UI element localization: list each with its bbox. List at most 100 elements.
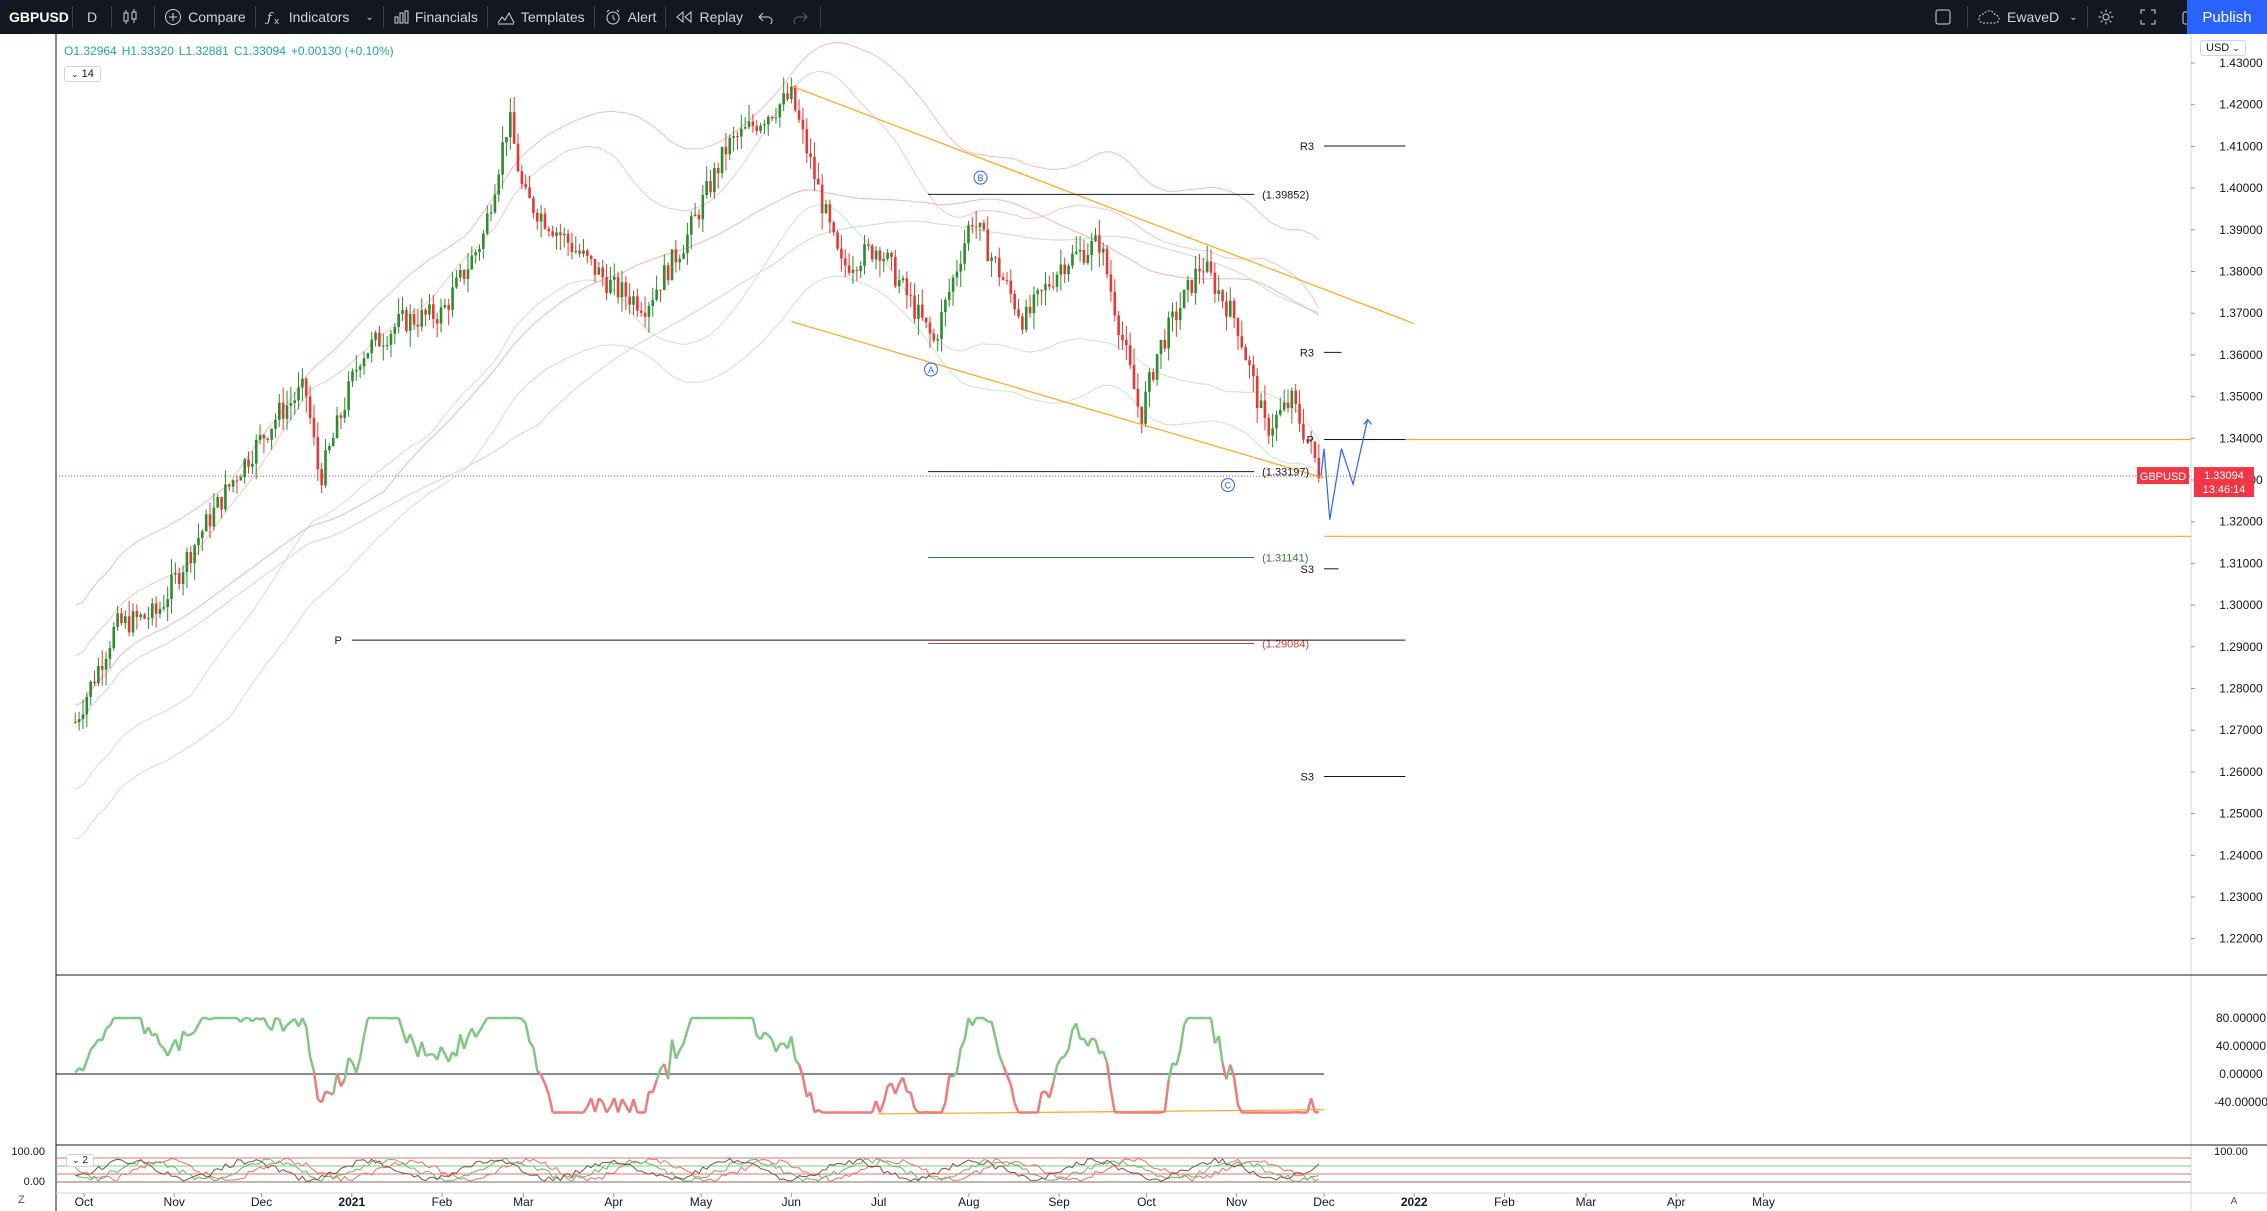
oscillator-segment-down xyxy=(1009,1084,1016,1104)
replay-button[interactable]: Replay xyxy=(666,0,752,34)
fullscreen-button[interactable] xyxy=(2130,0,2172,34)
candle-up xyxy=(874,250,878,260)
auto-scale-label: A xyxy=(2230,1195,2238,1207)
candle-down xyxy=(543,213,547,229)
templates-button[interactable]: Templates xyxy=(488,0,594,34)
candle-down xyxy=(832,222,836,233)
publish-button[interactable]: Publish xyxy=(2187,0,2267,34)
oscillator-segment-up xyxy=(1182,1017,1190,1026)
candle-up xyxy=(301,378,304,388)
candle-down xyxy=(1232,300,1236,319)
right-toolbar: EwaveD ⌄ xyxy=(1925,0,2216,34)
candle-up xyxy=(420,310,424,327)
divider xyxy=(154,6,156,28)
legend-toggle-button[interactable]: ⌄ 14 xyxy=(64,66,101,82)
oscillator-segment-up xyxy=(278,1018,285,1032)
timezone-button[interactable]: Z xyxy=(18,1194,25,1206)
oscillator-segment-up xyxy=(482,1017,489,1026)
candle-up xyxy=(489,212,493,214)
oscillator-segment-up xyxy=(470,1027,477,1038)
oscillator-legend-count: 2 xyxy=(82,1155,88,1166)
candle-down xyxy=(1151,372,1155,380)
time-tick-label: Sep xyxy=(1048,1195,1070,1209)
oscillator-segment-down xyxy=(1163,1079,1170,1112)
oscillator-tick-label: 40.00000 xyxy=(2216,1039,2266,1053)
candle-up xyxy=(1271,428,1274,436)
symbol-search-button[interactable]: GBPUSD xyxy=(0,0,72,34)
candle-up xyxy=(1194,268,1197,294)
oscillator-segment-up xyxy=(435,1046,443,1061)
grid xyxy=(55,34,2267,1211)
chevron-down-icon: ⌄ xyxy=(71,69,79,79)
oscillator-segment-up xyxy=(759,1031,766,1040)
settings-button[interactable] xyxy=(2088,0,2130,34)
wave-label-circle xyxy=(924,362,939,377)
candle-down xyxy=(177,572,181,584)
oscillator-segment-down xyxy=(906,1090,911,1094)
oscillator-segment-up xyxy=(209,1016,215,1021)
candle-up xyxy=(124,616,127,624)
financials-button[interactable]: Financials xyxy=(384,0,487,34)
price-tick-label: 1.31000 xyxy=(2219,556,2263,570)
last-price-badge xyxy=(2194,467,2254,498)
candle-down xyxy=(516,143,520,172)
oscillator2-line xyxy=(75,1157,1320,1183)
chart-type-button[interactable] xyxy=(112,0,154,34)
oscillator-segment-down xyxy=(809,1092,816,1113)
candle-down xyxy=(1317,457,1321,479)
candle-up xyxy=(355,369,358,372)
candle-up xyxy=(609,279,612,294)
interval-button[interactable]: D xyxy=(73,0,111,34)
candle-up xyxy=(647,306,651,317)
candle-up xyxy=(1228,300,1232,317)
chart-area[interactable]: (1.39852) (1.33197) (1.31141) (1.29084) R3 R3… xyxy=(0,34,2267,1211)
candle-down xyxy=(1132,364,1136,389)
fullscreen-layout-button[interactable] xyxy=(1925,0,1967,34)
time-tick-label: 2021 xyxy=(338,1195,365,1209)
chevron-down-icon[interactable]: ⌄ xyxy=(365,11,374,23)
oscillator-segment-down xyxy=(940,1102,947,1113)
candle-down xyxy=(586,250,589,256)
alert-button[interactable]: Alert xyxy=(595,0,666,34)
currency-select[interactable]: USD ⌄ xyxy=(2200,40,2246,56)
undo-button[interactable] xyxy=(752,0,786,34)
price-tick-label: 1.37000 xyxy=(2219,306,2263,320)
price-tick-label: 1.24000 xyxy=(2219,848,2263,862)
currency-label: USD xyxy=(2206,42,2230,54)
divider xyxy=(254,6,256,28)
candle-up xyxy=(1078,249,1082,252)
time-tick-label: Oct xyxy=(75,1195,94,1209)
candle-up xyxy=(158,608,162,614)
oscillator-segment-down xyxy=(1309,1098,1317,1113)
compare-button[interactable]: Compare xyxy=(155,0,255,34)
redo-button[interactable] xyxy=(786,0,820,34)
candle-up xyxy=(451,287,454,310)
symbol-label: GBPUSD xyxy=(9,9,69,25)
oscillator-legend-toggle-button[interactable]: ⌄ 2 xyxy=(66,1154,94,1167)
candle-down xyxy=(1128,345,1132,365)
low-value: L1.32881 xyxy=(178,44,229,58)
candle-down xyxy=(405,310,408,331)
candle-up xyxy=(505,137,508,143)
chevron-down-icon[interactable]: ⌄ xyxy=(2069,11,2078,23)
candle-up xyxy=(967,225,970,244)
candle-down xyxy=(1240,336,1244,348)
layout-name-button[interactable]: EwaveD ⌄ xyxy=(1968,0,2087,34)
candle-down xyxy=(1063,264,1067,274)
candle-up xyxy=(197,537,200,546)
oscillator-segment-down xyxy=(1229,1064,1236,1078)
price-tick-label: 1.32000 xyxy=(2219,515,2263,529)
candle-up xyxy=(897,280,901,287)
oscillator-segment-up xyxy=(1102,1050,1109,1064)
candle-down xyxy=(435,319,439,324)
candle-down xyxy=(639,310,643,313)
time-tick-label: May xyxy=(1752,1195,1775,1209)
oscillator-segment-up xyxy=(1055,1057,1062,1067)
price-tick-label: 1.26000 xyxy=(2219,765,2263,779)
candle-up xyxy=(1159,339,1163,355)
candle-down xyxy=(986,229,990,262)
price-tick-label: 1.41000 xyxy=(2219,139,2263,153)
auto-scale-button[interactable]: A xyxy=(2225,1192,2243,1210)
